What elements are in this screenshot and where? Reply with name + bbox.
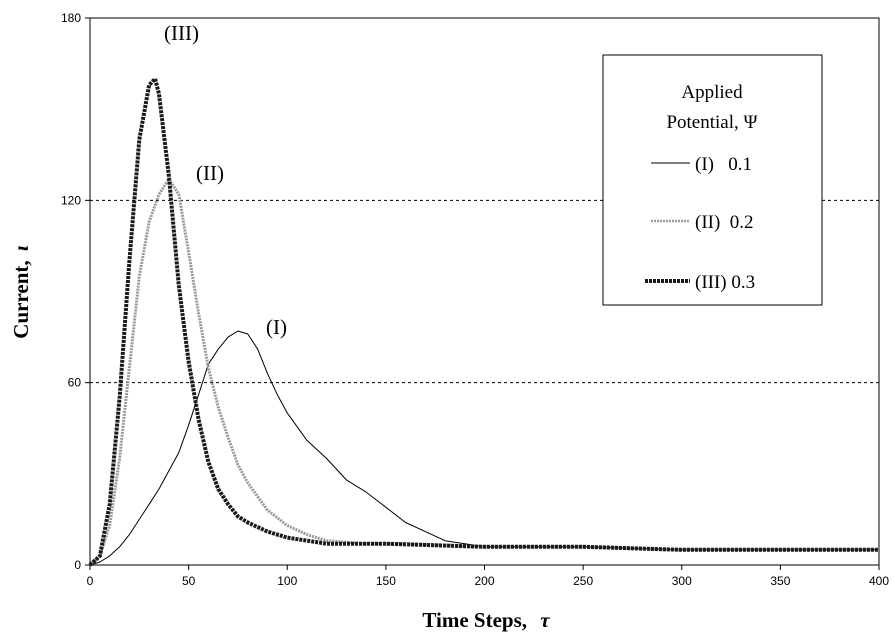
y-axis-title: Current, ι (9, 245, 33, 339)
x-axis-title-text: Time Steps, (422, 608, 527, 632)
series-layer (88, 76, 879, 567)
legend-label-i: (I) 0.1 (695, 154, 752, 175)
x-axis-title-symbol: τ (540, 608, 550, 632)
x-tick-label: 350 (770, 574, 790, 588)
legend-label-ii: (II) 0.2 (695, 212, 754, 233)
x-tick-label: 150 (376, 574, 396, 588)
x-tick-label: 50 (182, 574, 196, 588)
legend-label-iii: (III) 0.3 (695, 272, 755, 293)
y-axis-title-text: Current, (9, 260, 33, 338)
y-axis-ticks: 0 60 120 180 (61, 11, 90, 572)
x-tick-label: 400 (869, 574, 889, 588)
legend: Applied Potential, Ψ (I) 0.1 (II) 0.2 (I… (602, 54, 823, 306)
legend-box (602, 54, 823, 306)
x-tick-label: 100 (277, 574, 297, 588)
y-tick-label: 180 (61, 11, 81, 25)
y-tick-label: 0 (74, 558, 81, 572)
curve-label-i: (I) (266, 315, 287, 339)
series-i-line (89, 330, 879, 566)
curve-label-ii: (II) (196, 161, 224, 185)
x-tick-label: 250 (573, 574, 593, 588)
legend-title-line2: Potential, Ψ (666, 112, 757, 133)
x-tick-label: 0 (87, 574, 94, 588)
x-axis-title: Time Steps, τ (422, 608, 550, 632)
x-axis-ticks: 0 50 100 150 200 250 300 350 400 (87, 565, 889, 588)
curve-label-iii: (III) (164, 21, 199, 45)
x-tick-label: 200 (474, 574, 494, 588)
y-tick-label: 120 (61, 193, 81, 207)
series-iii-line (88, 76, 879, 567)
legend-title-line1: Applied (681, 82, 743, 103)
y-tick-label: 60 (68, 376, 82, 390)
y-axis-title-symbol: ι (9, 245, 33, 251)
x-tick-label: 300 (672, 574, 692, 588)
